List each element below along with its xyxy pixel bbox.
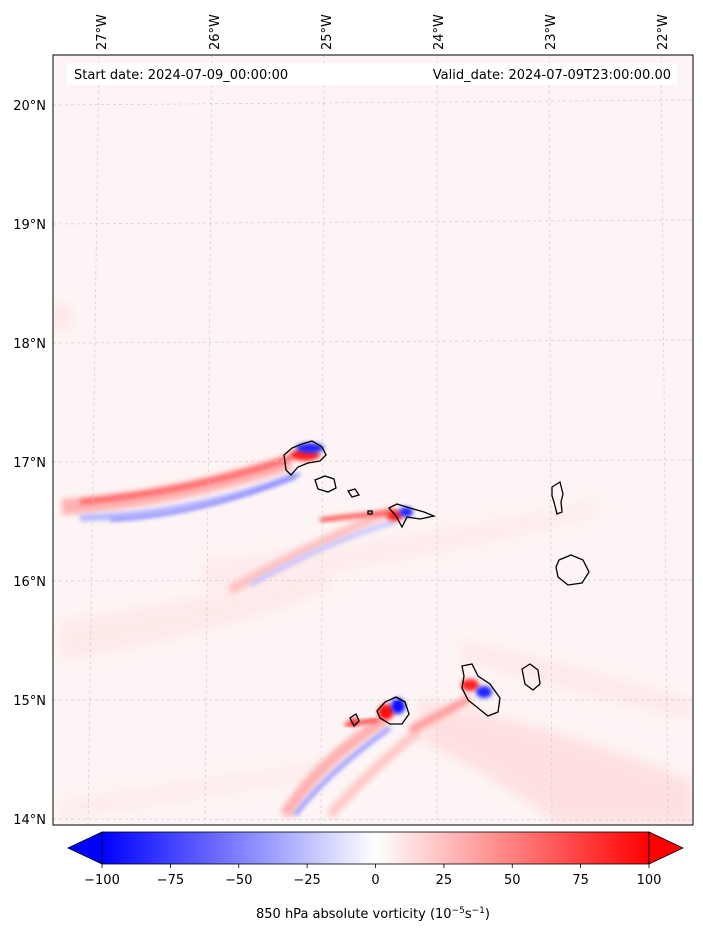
colorbar-label-exp1: −5 (452, 906, 465, 916)
cbar-tick-label: 50 (504, 873, 521, 888)
vorticity-background (53, 55, 693, 825)
colorbar-ticks (101, 864, 650, 868)
cbar-tick-label: 100 (637, 873, 662, 888)
map-panel (53, 55, 693, 825)
lat-label: 16°N (13, 575, 46, 590)
island-santa-luzia (346, 488, 361, 498)
lat-label: 20°N (13, 99, 46, 114)
cbar-tick-label: 0 (371, 873, 379, 888)
cbar-tick-label: 25 (436, 873, 453, 888)
colorbar: −100 −75 −50 −25 0 25 50 75 100 850 hPa … (67, 831, 684, 922)
island-sao-nicolau (387, 503, 437, 529)
lon-label: 24°W (432, 14, 447, 50)
lon-label: 23°W (544, 14, 559, 50)
latitude-labels: 20°N 19°N 18°N 17°N 16°N 15°N 14°N (13, 99, 46, 828)
valid-date-text: Valid_date: 2024-07-09T23:00:00.00 (433, 68, 671, 83)
colorbar-label-exp2: −1 (472, 906, 485, 916)
island-maio (521, 663, 541, 691)
lon-label: 22°W (656, 14, 671, 50)
lon-label: 25°W (320, 14, 335, 50)
lon-label: 26°W (208, 14, 223, 50)
colorbar-tick-labels: −100 −75 −50 −25 0 25 50 75 100 (84, 873, 661, 888)
island-brava (349, 713, 360, 728)
start-date-text: Start date: 2024-07-09_00:00:00 (74, 68, 288, 83)
map-border (52, 54, 694, 826)
vorticity-field-weak (53, 305, 693, 825)
colorbar-label-prefix: 850 hPa absolute vorticity (10 (256, 907, 452, 922)
cbar-tick-label: −25 (293, 873, 320, 888)
colorbar-body (101, 831, 650, 865)
island-boa-vista (555, 554, 590, 586)
cbar-tick-label: 75 (572, 873, 589, 888)
wake-fogo-santiago (279, 694, 472, 819)
lat-label: 15°N (13, 694, 46, 709)
cbar-tick-label: −50 (225, 873, 252, 888)
lat-label: 14°N (13, 813, 46, 828)
island-santiago (461, 663, 501, 717)
wake-santo-antao (61, 454, 301, 522)
colorbar-label-suffix: ) (485, 907, 490, 922)
date-header-box (67, 63, 677, 85)
coastlines (283, 440, 590, 728)
colorbar-label: 850 hPa absolute vorticity (10−5s−1) (256, 906, 490, 922)
island-fogo (376, 696, 410, 725)
colorbar-extend-low (67, 831, 103, 865)
island-sao-vicente (314, 475, 337, 493)
cbar-tick-label: −100 (84, 873, 120, 888)
lon-label: 27°W (95, 14, 110, 50)
island-santo-antao (283, 440, 327, 476)
cbar-tick-label: −75 (157, 873, 184, 888)
lat-label: 18°N (13, 337, 46, 352)
island-branco (367, 510, 373, 515)
gridlines (53, 55, 693, 825)
lat-label: 19°N (13, 218, 46, 233)
colorbar-label-mid: s (465, 907, 472, 922)
island-sal (551, 480, 564, 515)
island-dipoles (290, 443, 492, 726)
lat-label: 17°N (13, 456, 46, 471)
colorbar-extend-high (648, 831, 684, 865)
longitude-labels: 27°W 26°W 25°W 24°W 23°W 22°W (95, 14, 671, 50)
